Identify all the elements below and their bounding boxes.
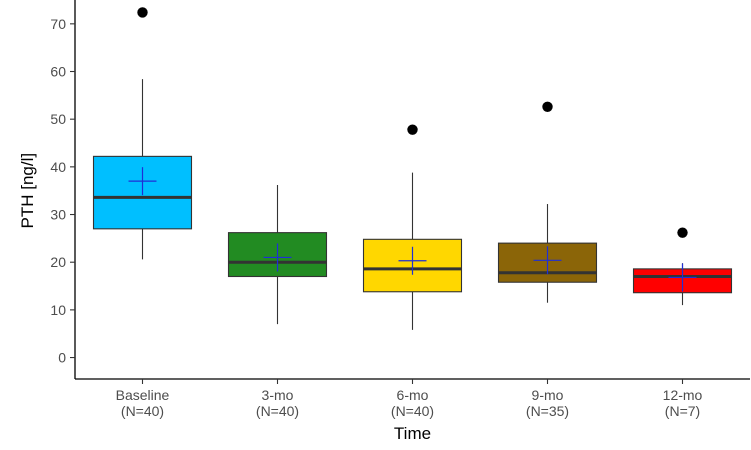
y-tick-label: 60 (50, 64, 66, 80)
y-tick-label: 70 (50, 16, 66, 32)
outlier-point (677, 227, 688, 238)
x-tick-label: 12-mo (663, 387, 703, 403)
box-group-12-mo (632, 227, 733, 306)
x-tick-sublabel: (N=40) (391, 403, 434, 419)
y-tick-label: 10 (50, 302, 66, 318)
box-group-3-mo (227, 184, 328, 325)
box-group-6-mo (362, 124, 463, 330)
outlier-point (542, 101, 553, 112)
x-tick-label: 6-mo (397, 387, 429, 403)
ticks: 010203040506070Baseline(N=40)3-mo(N=40)6… (50, 16, 702, 419)
x-tick-sublabel: (N=7) (665, 403, 700, 419)
x-tick-label: Baseline (116, 387, 170, 403)
y-tick-label: 0 (58, 350, 66, 366)
x-tick-sublabel: (N=35) (526, 403, 569, 419)
box-group-9-mo (497, 101, 598, 303)
y-tick-label: 50 (50, 111, 66, 127)
outlier-point (407, 124, 418, 135)
box-group-baseline (92, 7, 193, 260)
x-tick-label: 3-mo (262, 387, 294, 403)
y-axis-title: PTH [ng/l] (18, 153, 37, 229)
x-tick-label: 9-mo (532, 387, 564, 403)
x-axis-title: Time (394, 424, 431, 443)
x-tick-sublabel: (N=40) (121, 403, 164, 419)
y-tick-label: 40 (50, 159, 66, 175)
plot-area (92, 7, 733, 330)
y-tick-label: 20 (50, 254, 66, 270)
outlier-point (137, 7, 148, 18)
y-tick-label: 30 (50, 207, 66, 223)
x-tick-sublabel: (N=40) (256, 403, 299, 419)
